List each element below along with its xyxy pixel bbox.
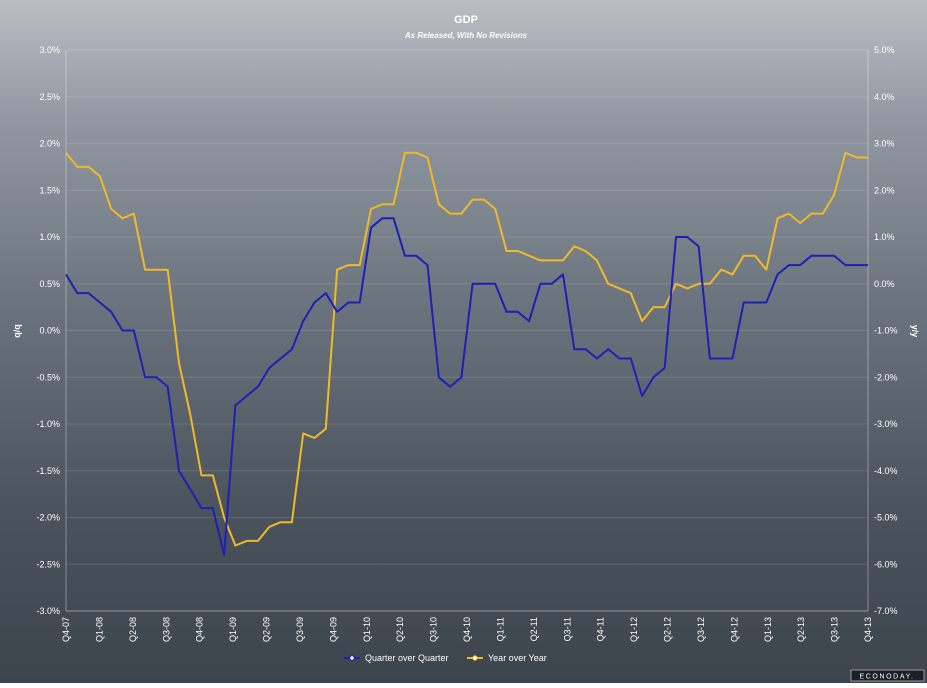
x-tick-label: Q3-08 bbox=[161, 617, 171, 642]
x-tick-label: Q1-08 bbox=[94, 617, 104, 642]
brand-logo: ECONODAY. bbox=[850, 669, 925, 682]
x-tick-label: Q1-09 bbox=[228, 617, 238, 642]
left-tick-label: 0.5% bbox=[39, 279, 60, 289]
right-tick-label: 5.0% bbox=[874, 45, 895, 55]
chart-title: GDP bbox=[454, 14, 478, 26]
x-tick-label: Q4-12 bbox=[729, 617, 739, 642]
legend-yoy-label: Year over Year bbox=[488, 653, 547, 663]
right-tick-label: -3.0% bbox=[874, 419, 898, 429]
x-axis: Q4-07 Q1-08 Q2-08 Q3-08 Q4-08 Q1-09 Q2-09 Q3-09… bbox=[61, 617, 873, 642]
x-tick-label: Q3-09 bbox=[295, 617, 305, 642]
right-axis-label: y/y bbox=[910, 325, 920, 338]
x-tick-label: Q2-10 bbox=[395, 617, 405, 642]
right-axis: 5.0% 4.0% 3.0% 2.0% 1.0% 0.0% -1.0% -2.0% -3.0% -… bbox=[874, 45, 898, 616]
x-tick-label: Q4-10 bbox=[462, 617, 472, 642]
left-axis-label: q/q bbox=[12, 324, 22, 338]
left-tick-label: -0.5% bbox=[36, 372, 60, 382]
brand-box bbox=[850, 669, 925, 682]
x-tick-label: Q1-12 bbox=[629, 617, 639, 642]
right-tick-label: 2.0% bbox=[874, 185, 895, 195]
series-line-quarter-over-quarter bbox=[65, 217, 868, 556]
left-tick-label: 2.0% bbox=[39, 139, 60, 149]
left-tick-label: -1.5% bbox=[36, 466, 60, 476]
left-tick-label: -3.0% bbox=[36, 606, 60, 616]
legend-yoy-marker bbox=[472, 655, 478, 661]
legend-qoq-marker bbox=[349, 655, 355, 661]
left-tick-label: 3.0% bbox=[39, 45, 60, 55]
right-tick-label: 3.0% bbox=[874, 139, 895, 149]
right-tick-label: -5.0% bbox=[874, 513, 898, 523]
legend[interactable]: Quarter over Quarter Year over Year bbox=[344, 653, 547, 663]
x-tick-label: Q3-12 bbox=[696, 617, 706, 642]
x-tick-label: Q1-10 bbox=[362, 617, 372, 642]
right-tick-label: 1.0% bbox=[874, 232, 895, 242]
left-tick-label: -2.0% bbox=[36, 513, 60, 523]
left-tick-label: 1.5% bbox=[39, 185, 60, 195]
legend-item-qoq[interactable]: Quarter over Quarter bbox=[344, 653, 449, 663]
x-tick-label: Q2-09 bbox=[262, 617, 272, 642]
left-tick-label: 2.5% bbox=[39, 92, 60, 102]
left-tick-label: -1.0% bbox=[36, 419, 60, 429]
right-tick-label: -4.0% bbox=[874, 466, 898, 476]
x-tick-label: Q4-11 bbox=[596, 617, 606, 641]
x-tick-label: Q4-07 bbox=[61, 617, 71, 642]
left-axis: 3.0% 2.5% 2.0% 1.5% 1.0% 0.5% 0.0% -0.5% -1.0% -1… bbox=[36, 45, 60, 616]
x-tick-label: Q2-11 bbox=[529, 617, 539, 641]
legend-item-yoy[interactable]: Year over Year bbox=[467, 653, 547, 663]
x-tick-label: Q2-08 bbox=[128, 617, 138, 642]
left-tick-label: 0.0% bbox=[39, 326, 60, 336]
grid bbox=[65, 49, 869, 612]
right-tick-label: 0.0% bbox=[874, 279, 895, 289]
x-tick-label: Q3-10 bbox=[429, 617, 439, 642]
x-tick-label: Q1-11 bbox=[495, 617, 505, 641]
x-tick-label: Q4-08 bbox=[195, 617, 205, 642]
right-tick-label: 4.0% bbox=[874, 92, 895, 102]
legend-qoq-label: Quarter over Quarter bbox=[365, 653, 449, 663]
x-tick-label: Q2-13 bbox=[796, 617, 806, 642]
x-tick-label: Q4-09 bbox=[328, 617, 338, 642]
right-tick-label: -6.0% bbox=[874, 559, 898, 569]
x-tick-label: Q3-13 bbox=[830, 617, 840, 642]
brand-text: ECONODAY. bbox=[860, 674, 915, 681]
left-tick-label: -2.5% bbox=[36, 559, 60, 569]
right-tick-label: -2.0% bbox=[874, 372, 898, 382]
x-tick-label: Q3-11 bbox=[562, 617, 572, 641]
series-line-year-over-year bbox=[65, 151, 868, 547]
right-tick-label: -7.0% bbox=[874, 606, 898, 616]
x-tick-label: Q1-13 bbox=[763, 617, 773, 642]
right-tick-label: -1.0% bbox=[874, 326, 898, 336]
x-tick-label: Q2-12 bbox=[663, 617, 673, 642]
series-group bbox=[65, 151, 868, 556]
x-tick-label: Q4-13 bbox=[863, 617, 873, 642]
left-tick-label: 1.0% bbox=[39, 232, 60, 242]
chart-subtitle: As Released, With No Revisions bbox=[404, 31, 528, 40]
